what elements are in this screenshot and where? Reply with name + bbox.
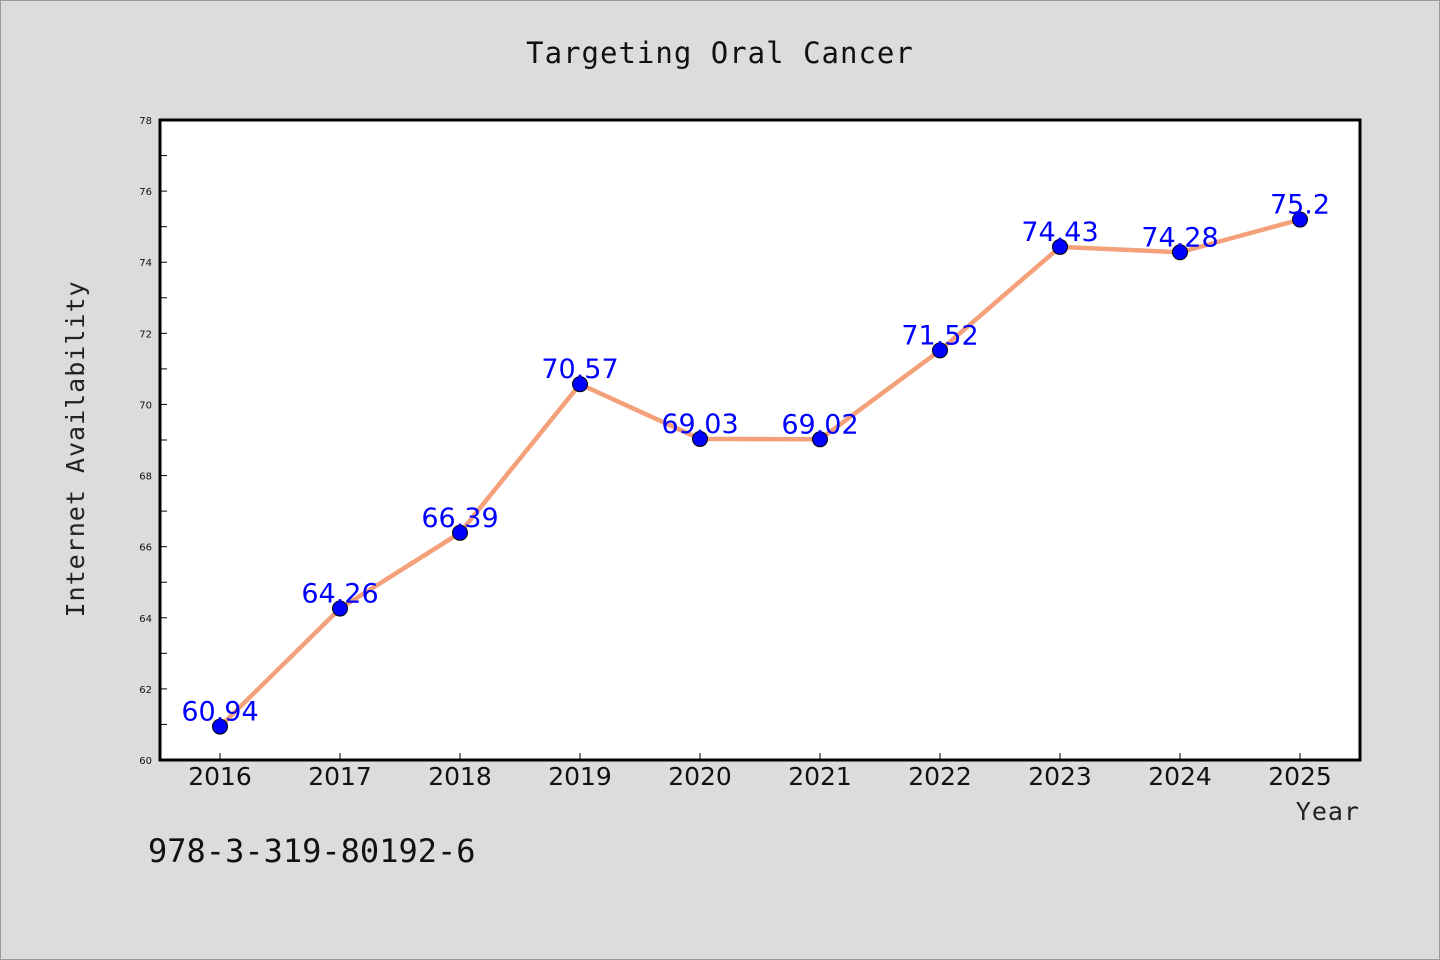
data-label: 74.43 xyxy=(1021,217,1098,248)
data-labels: 60.94 64.26 66.39 70.57 69.03 69.02 71.52 74.43… xyxy=(181,190,1330,728)
isbn-code: 978-3-319-80192-6 xyxy=(148,832,476,870)
data-label: 69.02 xyxy=(781,409,858,440)
data-point xyxy=(332,600,348,617)
y-tick-label: 64 xyxy=(139,614,152,625)
y-axis-label: Internet Availability xyxy=(61,280,90,617)
x-tick-label: 2017 xyxy=(308,762,372,791)
data-point xyxy=(572,376,588,393)
x-tick-label: 2019 xyxy=(548,762,612,791)
data-label: 71.52 xyxy=(901,320,978,351)
y-tick-label: 78 xyxy=(139,116,152,127)
data-point xyxy=(1292,211,1308,228)
y-tick-label: 74 xyxy=(139,258,152,269)
x-tick-label: 2020 xyxy=(668,762,732,791)
y-tick-label: 66 xyxy=(139,543,152,554)
data-point xyxy=(812,431,828,448)
x-tick-label: 2024 xyxy=(1148,762,1212,791)
x-tick-label: 2018 xyxy=(428,762,492,791)
data-label: 60.94 xyxy=(181,697,258,728)
data-point xyxy=(1052,238,1068,255)
y-tick-label: 76 xyxy=(139,187,152,198)
x-tick-label: 2016 xyxy=(188,762,252,791)
data-point xyxy=(452,524,468,541)
data-point xyxy=(692,430,708,447)
y-tick-label: 72 xyxy=(139,329,152,340)
series-line xyxy=(217,217,1303,729)
x-tick-label: 2021 xyxy=(788,762,852,791)
x-tick-label: 2022 xyxy=(908,762,972,791)
data-label: 64.26 xyxy=(301,579,378,610)
x-tick-label: 2023 xyxy=(1028,762,1092,791)
y-tick-label: 62 xyxy=(139,685,152,696)
data-label: 69.03 xyxy=(661,409,738,440)
y-tick-label: 70 xyxy=(139,400,152,411)
y-tick-label: 68 xyxy=(139,472,152,483)
plot-area xyxy=(158,118,1362,762)
x-axis: 2016 2017 2018 2019 2020 2021 2022 2023 2024 2025 xyxy=(188,753,1332,791)
data-label: 75.2 xyxy=(1270,190,1330,221)
y-axis: 60 62 64 66 68 70 72 74 76 78 xyxy=(139,116,167,767)
y-tick-label: 60 xyxy=(139,756,152,767)
data-point xyxy=(1172,244,1188,261)
data-point xyxy=(212,718,228,735)
x-axis-label: Year xyxy=(1296,797,1360,826)
chart-title: Targeting Oral Cancer xyxy=(526,36,914,70)
data-label: 74.28 xyxy=(1141,222,1218,253)
data-label: 70.57 xyxy=(541,354,618,385)
data-point xyxy=(932,342,948,359)
data-label: 66.39 xyxy=(421,503,498,534)
series-markers xyxy=(212,211,1308,735)
x-tick-label: 2025 xyxy=(1268,762,1332,791)
